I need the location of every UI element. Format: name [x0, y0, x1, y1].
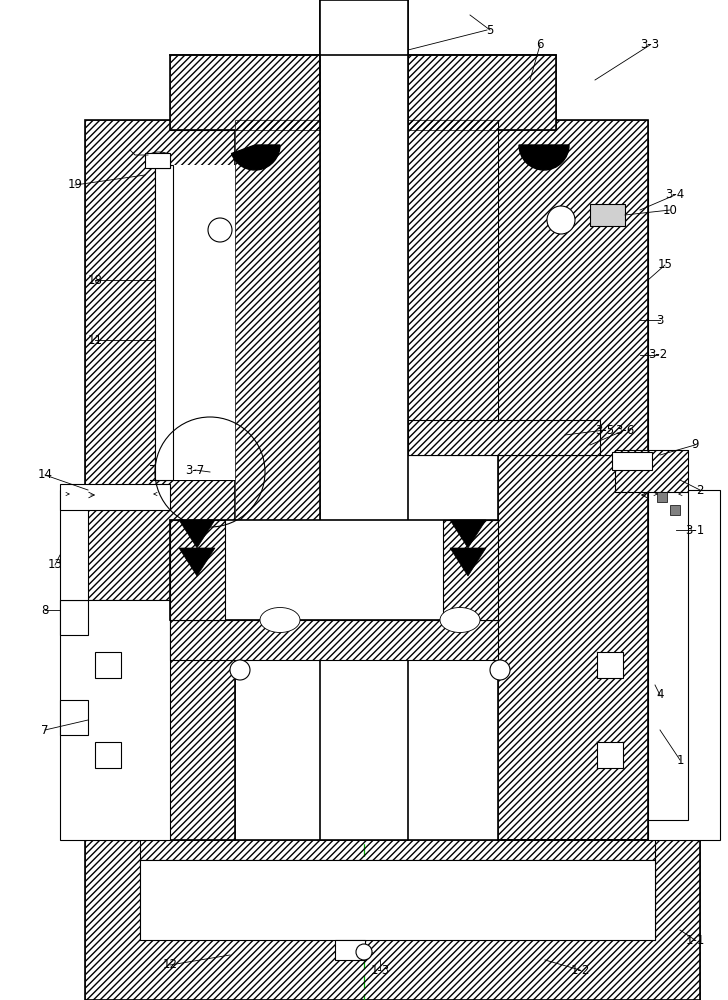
Text: 3: 3 [657, 314, 664, 326]
Polygon shape [450, 548, 486, 576]
Circle shape [356, 944, 372, 960]
Circle shape [230, 660, 250, 680]
Bar [140, 860, 655, 940]
Bar [320, 0, 408, 840]
Bar [170, 55, 320, 130]
Text: 18: 18 [87, 273, 103, 286]
Bar [612, 452, 652, 470]
Bar [320, 0, 408, 55]
Bar [170, 55, 320, 130]
Bar [597, 742, 623, 768]
Text: 8: 8 [41, 603, 49, 616]
Wedge shape [519, 145, 569, 170]
Bar [170, 520, 225, 620]
Text: 3-4: 3-4 [665, 188, 684, 202]
Text: 3-3: 3-3 [641, 38, 660, 51]
Bar [235, 120, 408, 520]
Bar [60, 600, 88, 635]
Text: 7: 7 [41, 724, 49, 736]
Bar [408, 420, 600, 455]
Bar [590, 204, 625, 226]
Bar [648, 490, 720, 840]
Bar [170, 620, 498, 660]
Bar [155, 165, 235, 480]
Text: 10: 10 [662, 204, 678, 217]
Text: 2: 2 [696, 484, 704, 496]
Bar [145, 153, 170, 168]
Text: 1-2: 1-2 [570, 964, 590, 976]
Bar [60, 700, 88, 735]
Circle shape [490, 660, 510, 680]
Text: 3-2: 3-2 [649, 349, 668, 361]
Bar [408, 55, 556, 130]
Bar [498, 120, 648, 840]
Bar [235, 120, 320, 520]
Bar [60, 490, 88, 600]
Polygon shape [179, 520, 215, 548]
Bar [60, 600, 170, 840]
Bar [170, 620, 498, 660]
Text: 15: 15 [657, 258, 673, 271]
Circle shape [547, 206, 575, 234]
Bar [235, 120, 320, 520]
Bar [443, 520, 498, 620]
Bar [408, 120, 498, 430]
Bar [235, 120, 320, 520]
Bar [615, 450, 688, 492]
Bar [615, 450, 688, 492]
Text: 5: 5 [486, 23, 494, 36]
Text: 19: 19 [68, 178, 82, 192]
Ellipse shape [440, 607, 480, 633]
Bar [85, 840, 700, 1000]
Bar [85, 120, 235, 840]
Bar [660, 600, 685, 635]
Bar [85, 840, 700, 1000]
Text: 6: 6 [537, 38, 544, 51]
Text: 1-3: 1-3 [371, 964, 389, 976]
Text: 3-5: 3-5 [596, 424, 614, 436]
Polygon shape [450, 520, 486, 548]
Text: 3-1: 3-1 [685, 524, 705, 536]
Bar [498, 120, 648, 840]
Bar [670, 505, 680, 515]
Text: 13: 13 [47, 558, 63, 572]
Bar [408, 120, 498, 430]
Bar [155, 165, 173, 480]
Bar [335, 940, 365, 960]
Bar [657, 492, 667, 502]
Polygon shape [179, 548, 215, 576]
Bar [408, 120, 498, 430]
Circle shape [208, 218, 232, 242]
Text: 11: 11 [87, 334, 103, 347]
Bar [648, 490, 688, 820]
Bar [60, 484, 170, 510]
Bar [170, 520, 498, 620]
Text: 1: 1 [676, 754, 684, 766]
Bar [597, 652, 623, 678]
Bar [148, 155, 170, 168]
Text: 3-7: 3-7 [186, 464, 205, 477]
Bar [408, 420, 600, 455]
Bar [443, 520, 498, 620]
Text: 4: 4 [656, 688, 664, 702]
Text: 14: 14 [38, 468, 52, 482]
Bar [408, 55, 556, 130]
Text: 3-6: 3-6 [615, 424, 635, 436]
Bar [85, 120, 235, 840]
Bar [95, 742, 121, 768]
Text: 12: 12 [162, 958, 178, 972]
Bar [660, 700, 685, 735]
Bar [170, 520, 225, 620]
Text: 9: 9 [692, 438, 699, 452]
Ellipse shape [260, 607, 300, 633]
Wedge shape [232, 145, 280, 170]
Text: 1-1: 1-1 [685, 934, 705, 946]
Bar [95, 652, 121, 678]
